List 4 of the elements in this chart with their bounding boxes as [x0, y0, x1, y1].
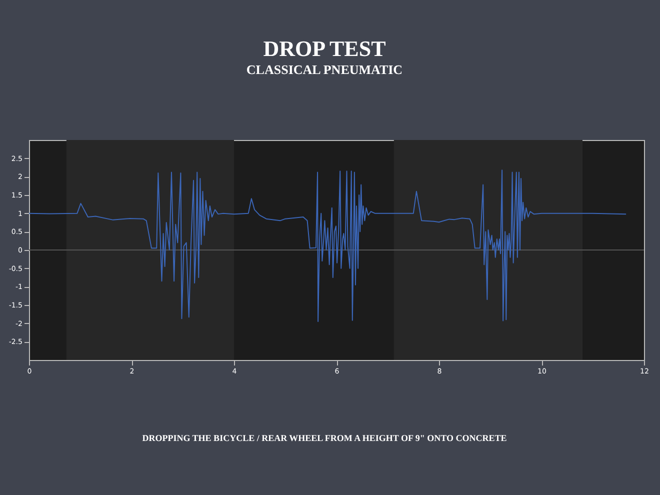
line-series	[28, 170, 627, 322]
chart-title: DROP TEST	[263, 36, 386, 61]
text: DROPPING THE BICYCLE / REAR WHEEL FROM A HEIGHT OF 9" ONTO CONCRETE	[142, 433, 507, 443]
chart-subtitle: CLASSICAL PNEUMATIC	[246, 62, 403, 77]
